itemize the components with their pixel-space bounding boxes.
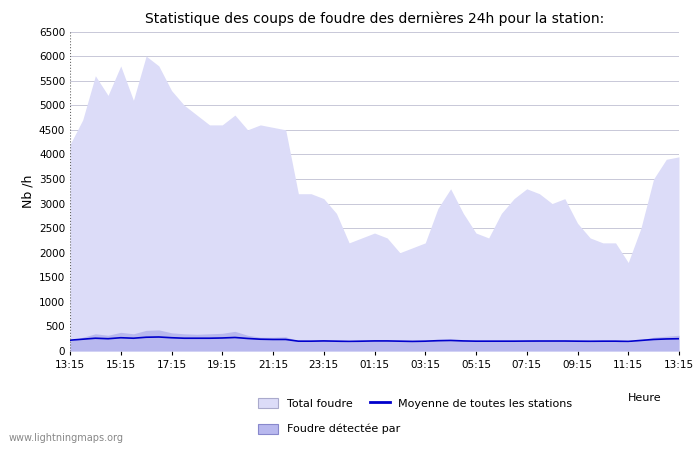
- Text: www.lightningmaps.org: www.lightningmaps.org: [8, 433, 123, 443]
- Legend: Foudre détectée par: Foudre détectée par: [258, 423, 400, 434]
- Text: Heure: Heure: [628, 393, 661, 403]
- Y-axis label: Nb /h: Nb /h: [22, 175, 35, 208]
- Title: Statistique des coups de foudre des dernières 24h pour la station:: Statistique des coups de foudre des dern…: [145, 12, 604, 26]
